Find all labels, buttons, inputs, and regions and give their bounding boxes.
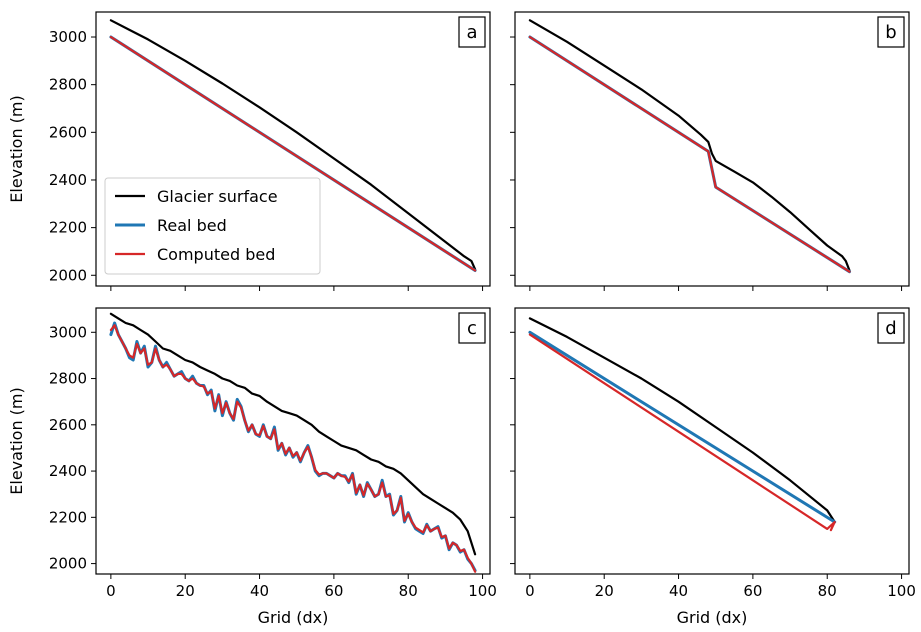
- series-line-c-0: [109, 312, 477, 556]
- y-tick-label: 2400: [49, 462, 87, 480]
- y-tick-label: 3000: [49, 28, 87, 46]
- panel-letter: a: [466, 22, 477, 43]
- x-tick-label: 40: [669, 582, 688, 600]
- legend: Glacier surface Real bed Computed bed: [104, 177, 321, 275]
- panel-b: b: [510, 11, 910, 291]
- y-tick-label: 2600: [49, 416, 87, 434]
- y-axis-label: Elevation (m): [7, 95, 26, 202]
- axes-frame-d: [514, 307, 910, 575]
- series-group-d: [528, 317, 837, 532]
- x-tick-label: 60: [743, 582, 762, 600]
- series-line-d-0: [528, 317, 836, 524]
- series-line-c-2: [109, 324, 477, 573]
- y-tick-label: 2200: [49, 219, 87, 237]
- series-line-c-1: [109, 321, 477, 572]
- x-tick-label: 80: [399, 582, 418, 600]
- x-tick-label: 80: [818, 582, 837, 600]
- panel-c: 0 20 40 60 80 100 2000 2200 2400 2600 2800 3000 Elev…: [7, 307, 497, 627]
- panel-letter-box: [458, 16, 486, 48]
- series-line-b-0: [528, 19, 851, 272]
- series-group-b: [528, 19, 851, 274]
- y-tick-label: 2000: [49, 555, 87, 573]
- panel-letter: b: [885, 22, 896, 43]
- x-axis-label: Grid (dx): [677, 608, 748, 627]
- panel-d: 0 20 40 60 80 100 Grid (dx) d: [510, 307, 916, 627]
- panel-a: 2000 2200 2400 2600 2800 3000 Elevation (m) a Gl…: [7, 11, 491, 291]
- x-tick-label: 40: [250, 582, 269, 600]
- series-line-a-0: [109, 19, 477, 271]
- panel-letter-box: [458, 312, 486, 344]
- axes-frame-c: [95, 307, 491, 575]
- panel-letter: c: [467, 318, 477, 339]
- series-group-c: [109, 312, 477, 573]
- x-tick-label: 0: [525, 582, 535, 600]
- series-line-a-2: [109, 35, 477, 272]
- panel-letter-box: [877, 312, 905, 344]
- x-tick-label: 20: [176, 582, 195, 600]
- legend-entry: Computed bed: [157, 245, 275, 264]
- axes-frame-b: [514, 11, 910, 287]
- y-tick-label: 3000: [49, 323, 87, 341]
- x-tick-label: 60: [324, 582, 343, 600]
- legend-box: [104, 177, 321, 275]
- panel-letter: d: [885, 318, 896, 339]
- panel-letter-box: [877, 16, 905, 48]
- y-tick-label: 2800: [49, 76, 87, 94]
- y-axis-label: Elevation (m): [7, 387, 26, 494]
- y-tick-label: 2200: [49, 508, 87, 526]
- x-tick-label: 20: [595, 582, 614, 600]
- x-tick-label: 100: [468, 582, 497, 600]
- x-tick-label: 0: [106, 582, 116, 600]
- series-line-d-2: [528, 333, 836, 532]
- y-tick-label: 2600: [49, 123, 87, 141]
- legend-entry: Glacier surface: [157, 187, 278, 206]
- axes-frame-a: [95, 11, 491, 287]
- x-axis-label: Grid (dx): [258, 608, 329, 627]
- y-tick-label: 2800: [49, 370, 87, 388]
- series-group-a: [109, 19, 477, 272]
- series-line-b-1: [528, 35, 851, 274]
- series-line-b-2: [528, 35, 851, 273]
- y-tick-label: 2400: [49, 171, 87, 189]
- legend-entry: Real bed: [157, 216, 227, 235]
- x-tick-label: 100: [887, 582, 916, 600]
- series-line-d-1: [528, 330, 837, 524]
- y-tick-label: 2000: [49, 266, 87, 284]
